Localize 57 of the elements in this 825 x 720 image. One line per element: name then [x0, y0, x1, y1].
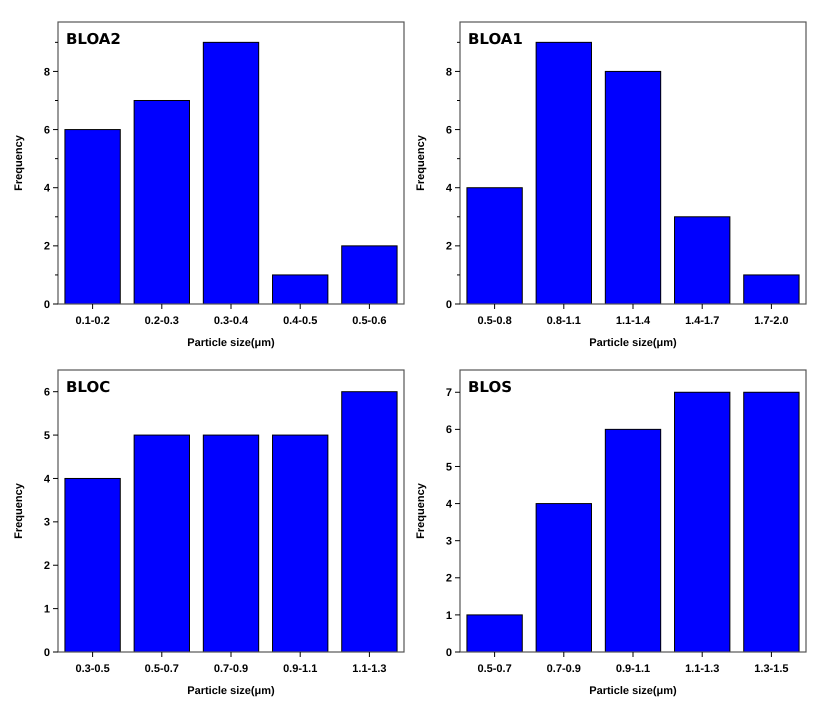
- y-tick-label: 4: [446, 182, 453, 195]
- y-tick-label: 3: [446, 536, 452, 548]
- x-tick-label: 1.7-2.0: [754, 315, 789, 327]
- x-tick-label: 0.4-0.5: [283, 315, 318, 327]
- y-tick-label: 6: [446, 424, 452, 436]
- x-tick-label: 0.7-0.9: [546, 663, 581, 675]
- y-tick-label: 7: [446, 387, 452, 400]
- y-tick-label: 2: [44, 240, 50, 253]
- x-tick-label: 1.4-1.7: [685, 315, 720, 327]
- x-tick-label: 0.7-0.9: [214, 663, 248, 675]
- y-tick-label: 6: [44, 386, 50, 399]
- x-axis-title: Particle size(μm): [187, 685, 276, 697]
- y-tick-label: 4: [446, 498, 453, 510]
- y-tick-label: 1: [446, 610, 452, 622]
- x-tick-label: 0.5-0.6: [352, 315, 387, 327]
- x-tick-label: 1.3-1.5: [754, 663, 789, 675]
- x-tick-label: 0.2-0.3: [144, 315, 179, 327]
- x-tick-label: 0.5-0.7: [144, 663, 179, 675]
- y-tick-label: 2: [446, 572, 452, 585]
- x-tick-label: 0.1-0.2: [75, 315, 110, 327]
- y-axis-title: Frequency: [13, 134, 25, 191]
- y-axis-title: Frequency: [415, 482, 427, 539]
- y-tick-label: 3: [44, 516, 50, 529]
- x-tick-label: 0.9-1.1: [283, 663, 318, 675]
- y-tick-label: 2: [446, 240, 452, 253]
- y-tick-label: 4: [44, 473, 51, 486]
- y-tick-label: 5: [446, 461, 452, 474]
- y-tick-label: 0: [446, 646, 452, 659]
- x-axis-title: Particle size(μm): [187, 337, 276, 349]
- y-tick-label: 6: [44, 124, 50, 136]
- y-tick-label: 6: [446, 124, 452, 136]
- y-tick-label: 2: [44, 560, 50, 572]
- x-tick-label: 0.5-0.8: [477, 315, 512, 327]
- x-tick-label: 1.1-1.4: [616, 315, 652, 327]
- x-tick-label: 0.3-0.5: [75, 663, 110, 675]
- x-tick-label: 0.5-0.7: [477, 663, 512, 675]
- y-tick-label: 5: [44, 430, 50, 442]
- text: BLOA1: [468, 30, 523, 48]
- y-axis-title: Frequency: [415, 134, 427, 191]
- y-tick-label: 1: [44, 603, 50, 616]
- x-tick-label: 1.1-1.3: [352, 663, 387, 675]
- x-axis-title: Particle size(μm): [589, 685, 678, 697]
- x-tick-label: 0.9-1.1: [616, 663, 650, 675]
- y-tick-label: 4: [44, 182, 51, 195]
- x-tick-label: 0.8-1.1: [546, 315, 581, 327]
- x-axis-title: Particle size(μm): [589, 337, 678, 349]
- y-tick-label: 0: [446, 298, 452, 311]
- y-tick-label: 8: [446, 66, 452, 78]
- x-tick-label: 0.3-0.4: [214, 315, 250, 327]
- x-tick-label: 1.1-1.3: [685, 663, 720, 675]
- y-axis-title: Frequency: [13, 482, 25, 539]
- text: BLOA2: [66, 30, 121, 48]
- y-tick-label: 8: [44, 66, 50, 78]
- text: BLOS: [468, 378, 512, 396]
- y-tick-label: 0: [44, 298, 50, 311]
- text: BLOC: [66, 378, 110, 396]
- y-tick-label: 0: [44, 646, 50, 659]
